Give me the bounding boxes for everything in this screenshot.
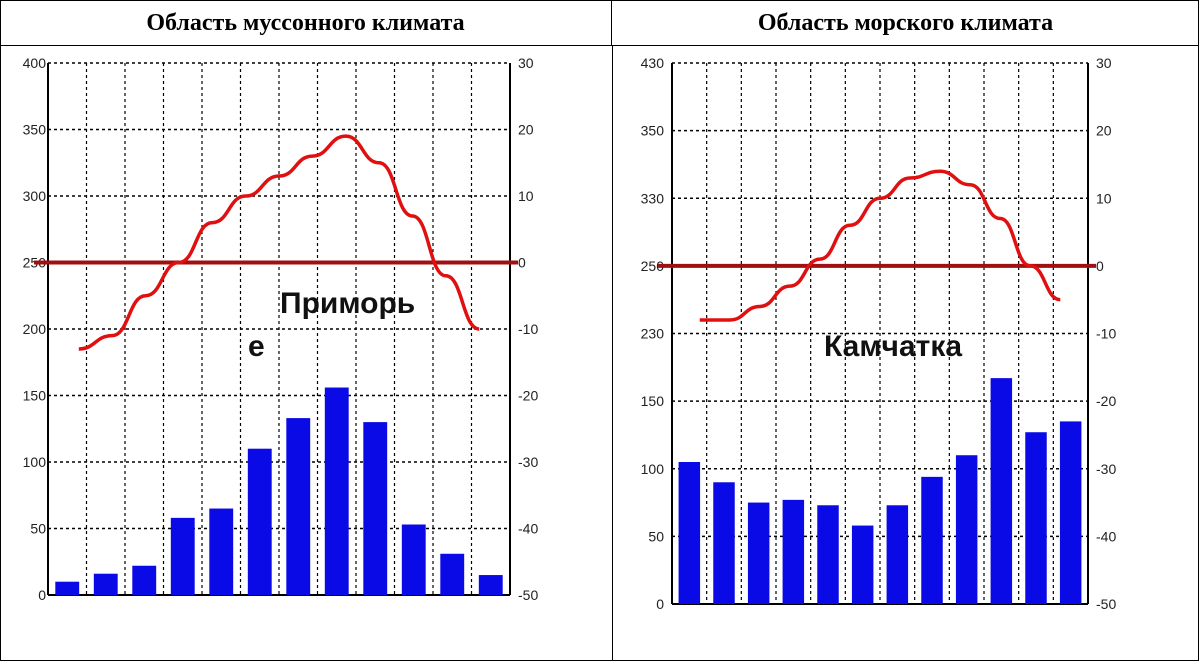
precip-bar <box>782 499 805 604</box>
precip-bar <box>478 575 503 595</box>
precip-tick-label: 150 <box>641 393 665 409</box>
temp-tick-label: 0 <box>1096 258 1104 274</box>
precip-tick-label: 200 <box>23 321 47 337</box>
temp-tick-label: 20 <box>518 122 534 138</box>
temp-tick-label: -40 <box>1096 528 1116 544</box>
climatogram-primorye: 4003035020300102500200-10150-20100-3050-… <box>23 55 539 603</box>
precip-bar <box>747 502 770 604</box>
precip-bar <box>247 448 272 595</box>
temp-tick-label: 30 <box>518 55 534 71</box>
precip-tick-label: 0 <box>656 596 664 612</box>
precip-tick-label: 50 <box>648 528 664 544</box>
precip-bar <box>886 505 909 604</box>
place-label: Камчатка <box>824 330 962 363</box>
precip-tick-label: 300 <box>23 188 47 204</box>
precip-bar <box>990 378 1013 604</box>
precip-tick-label: 50 <box>30 521 46 537</box>
temp-tick-label: -10 <box>518 321 538 337</box>
place-label: е <box>248 330 265 363</box>
temp-tick-label: -40 <box>518 521 538 537</box>
precip-bar <box>851 525 874 604</box>
temp-tick-label: -30 <box>1096 461 1116 477</box>
precip-tick-label: 250 <box>641 258 665 274</box>
temp-tick-label: 30 <box>1096 55 1112 71</box>
precip-bar <box>55 581 80 595</box>
temp-tick-label: -10 <box>1096 326 1116 342</box>
precip-bar <box>132 565 157 595</box>
precip-bar <box>170 517 195 595</box>
precip-tick-label: 150 <box>23 388 47 404</box>
temp-tick-label: -50 <box>518 587 538 603</box>
precip-tick-label: 400 <box>23 55 47 71</box>
precip-bar <box>401 524 426 595</box>
precip-bar <box>93 573 118 595</box>
precip-tick-label: 100 <box>23 454 47 470</box>
column-divider <box>612 46 613 661</box>
temperature-line <box>699 169 1061 322</box>
precip-bar <box>209 508 234 595</box>
precip-bar <box>817 505 839 604</box>
header-marine-climate: Область морского климата <box>612 0 1199 46</box>
temp-tick-label: 0 <box>518 255 526 271</box>
precip-tick-label: 100 <box>641 461 665 477</box>
temp-tick-label: -20 <box>518 388 538 404</box>
header-monsoon-climate: Область муссонного климата <box>0 0 612 46</box>
temp-tick-label: -30 <box>518 454 538 470</box>
climatogram-kamchatka: 430 30 350 20 330 10 250 0 230 -10 150 -20 100 -30 50 -… <box>641 55 1117 612</box>
temp-tick-label: 20 <box>1096 123 1112 139</box>
precip-tick-label: 330 <box>641 190 665 206</box>
climate-charts: 4003035020300102500200-10150-20100-3050-… <box>23 55 1117 612</box>
precip-bar <box>955 455 978 604</box>
precip-bar <box>1025 432 1047 604</box>
precip-tick-label: 350 <box>23 122 47 138</box>
temp-tick-label: -20 <box>1096 393 1116 409</box>
temp-tick-label: 10 <box>518 188 534 204</box>
precip-bar <box>363 422 388 595</box>
temperature-line <box>78 134 480 351</box>
precip-tick-label: 430 <box>641 55 665 71</box>
precip-bar <box>286 418 311 595</box>
precip-bar <box>1059 421 1082 604</box>
precip-tick-label: 0 <box>38 587 46 603</box>
temp-tick-label: 10 <box>1096 190 1112 206</box>
precip-bar <box>324 387 349 595</box>
precip-tick-label: 230 <box>641 326 665 342</box>
place-label: Приморь <box>280 287 415 320</box>
precip-bar <box>713 482 735 604</box>
precip-bar <box>921 476 943 604</box>
precip-bar <box>678 461 701 604</box>
temp-tick-label: -50 <box>1096 596 1116 612</box>
precip-tick-label: 350 <box>641 123 665 139</box>
precip-bar <box>440 553 465 595</box>
